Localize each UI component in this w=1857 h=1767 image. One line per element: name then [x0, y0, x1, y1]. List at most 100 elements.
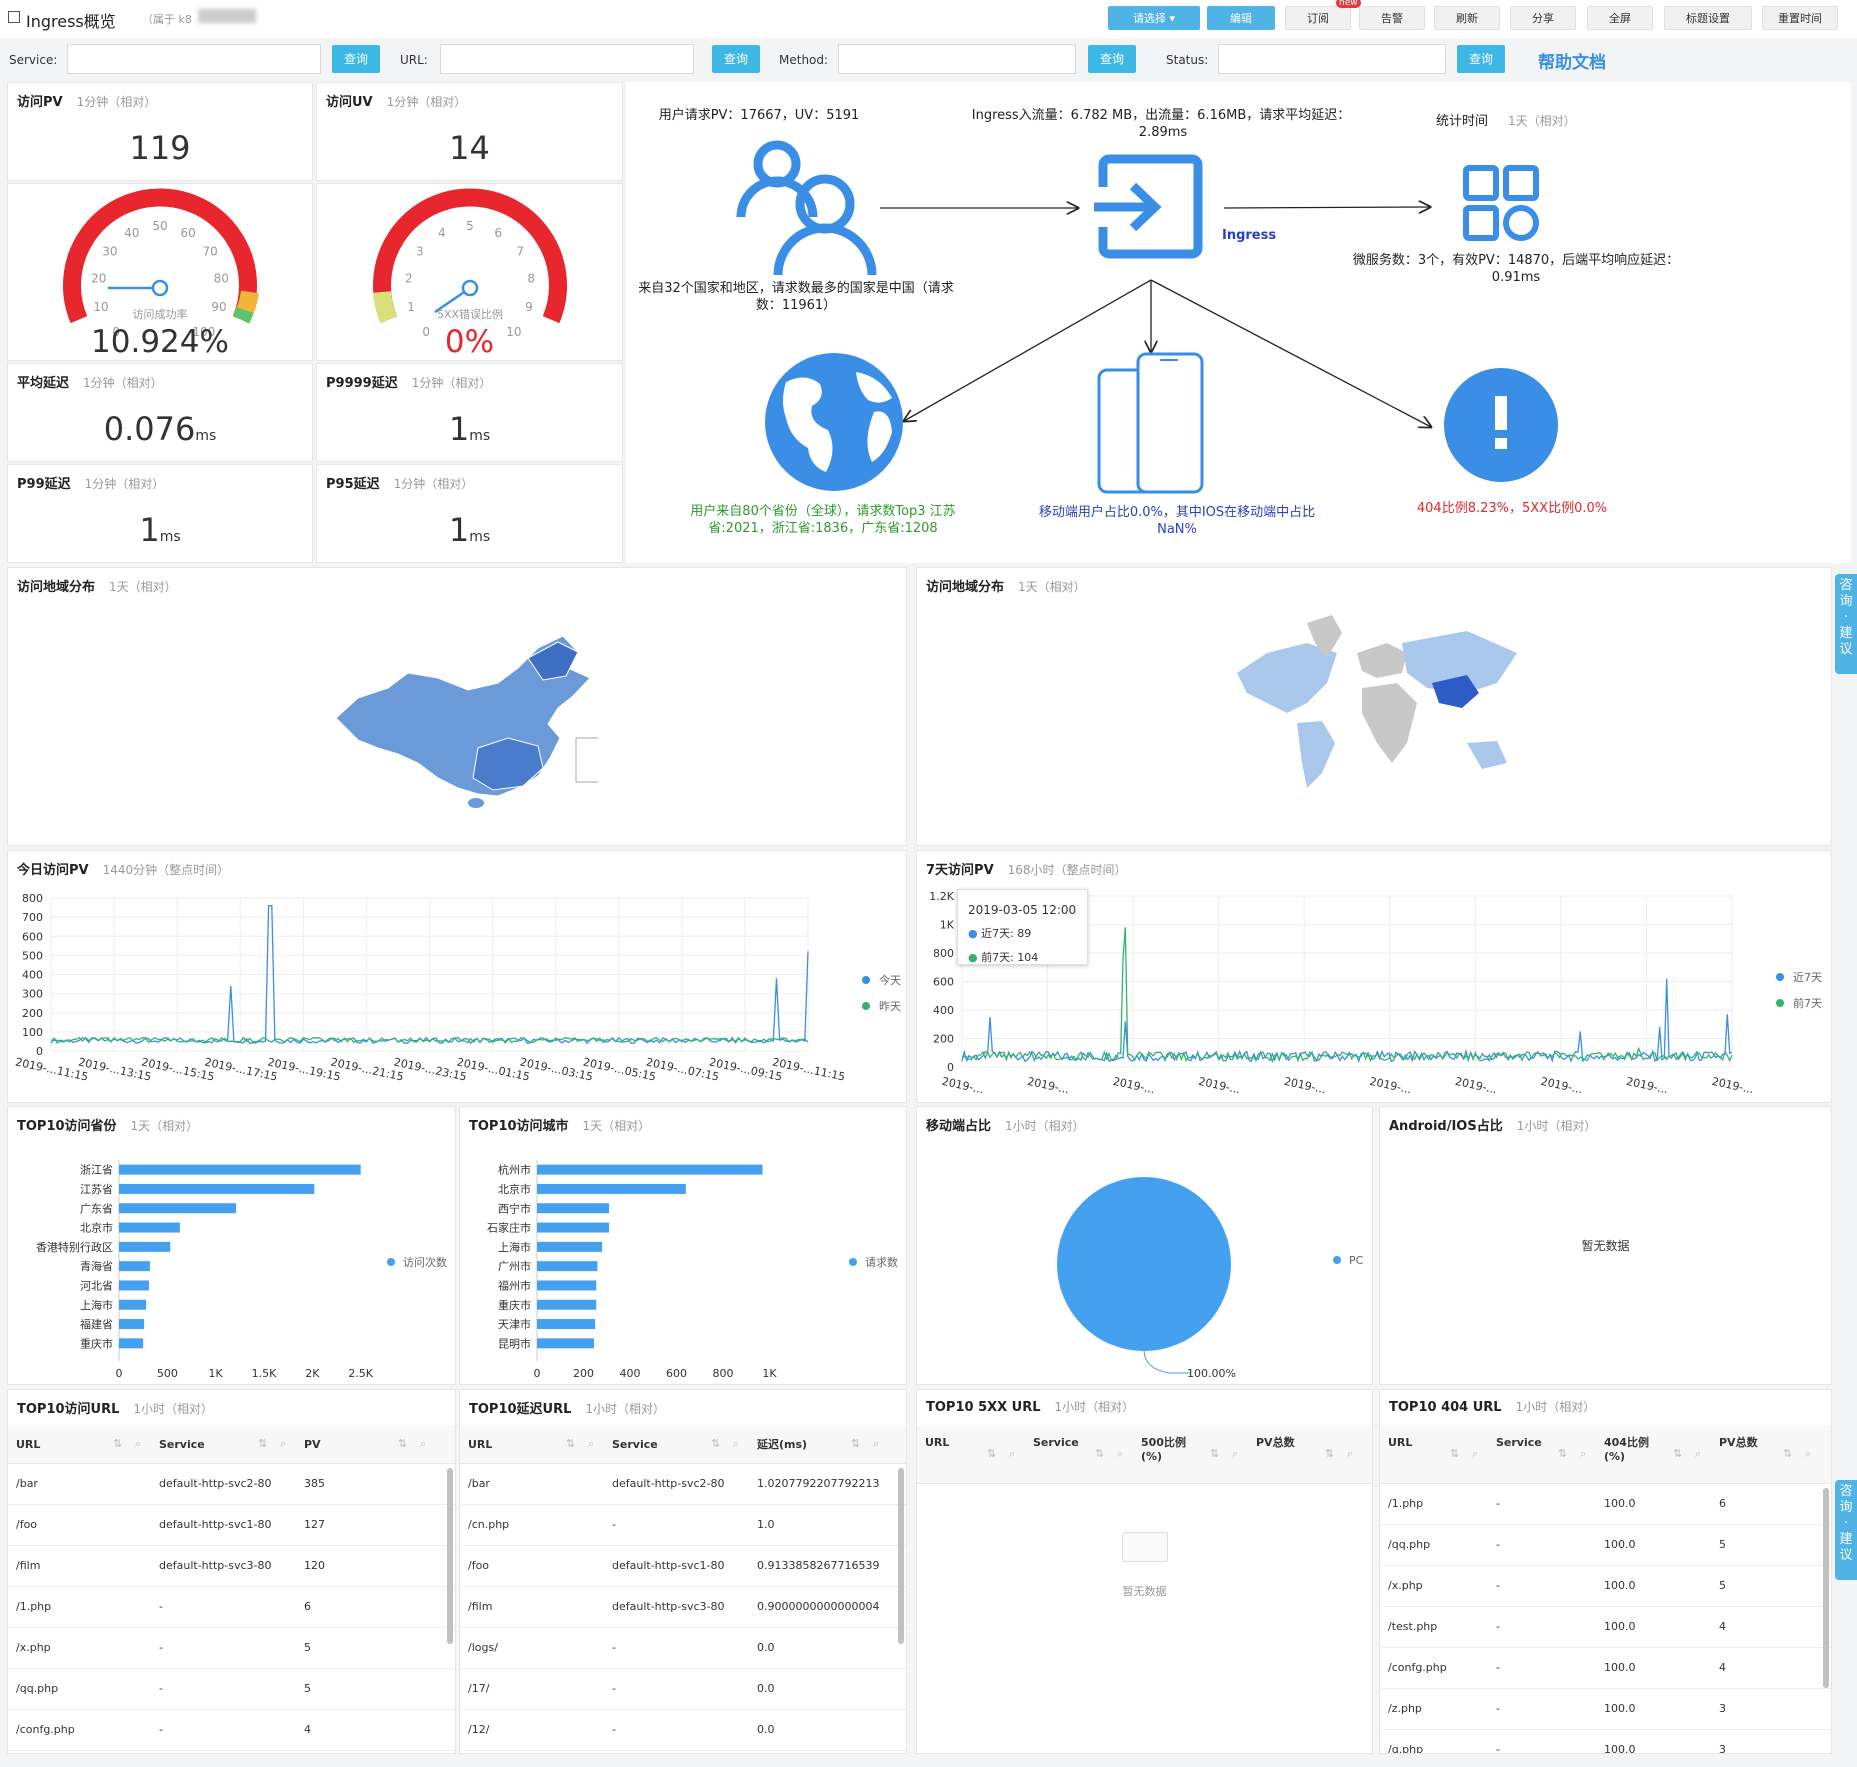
table-cell: 0.0 — [757, 1682, 775, 1695]
url-query-button[interactable]: 查询 — [712, 45, 760, 73]
status-filter-input[interactable] — [1218, 44, 1446, 74]
sort-icon[interactable]: ⇅ — [851, 1437, 861, 1450]
filter-search-icon[interactable]: ⌕ — [873, 1437, 880, 1450]
sort-icon[interactable]: ⇅ — [1783, 1447, 1793, 1460]
column-header[interactable]: Service — [1496, 1436, 1542, 1449]
column-header[interactable]: 500比例 (%) — [1141, 1436, 1186, 1463]
sort-icon[interactable]: ⇅ — [1450, 1447, 1460, 1460]
filter-search-icon[interactable]: ⌕ — [280, 1437, 287, 1450]
share-button[interactable]: 分享 — [1510, 6, 1576, 30]
method-query-button[interactable]: 查询 — [1088, 45, 1136, 73]
filter-search-icon[interactable]: ⌕ — [1117, 1447, 1124, 1460]
sort-icon[interactable]: ⇅ — [258, 1437, 268, 1450]
column-header[interactable]: URL — [925, 1436, 950, 1449]
filter-search-icon[interactable]: ⌕ — [1347, 1447, 1354, 1460]
method-filter-input[interactable] — [838, 44, 1076, 74]
column-header[interactable]: PV — [304, 1438, 321, 1451]
table-row[interactable]: /1.php - 6 — [8, 1587, 455, 1628]
table-row[interactable]: /bar default-http-svc2-80 1.02077922077922… — [460, 1464, 906, 1505]
column-header[interactable]: PV总数 — [1719, 1436, 1758, 1449]
table-row[interactable]: /film default-http-svc3-80 0.9000000000000… — [460, 1587, 906, 1628]
legend-label[interactable]: 访问次数 — [403, 1255, 447, 1269]
legend-前7天[interactable]: 前7天 — [1793, 996, 1822, 1010]
column-header[interactable]: 404比例 (%) — [1604, 1436, 1649, 1463]
table-cell: - — [1496, 1743, 1500, 1754]
column-header[interactable]: URL — [1388, 1436, 1413, 1449]
top10-city-panel: TOP10访问城市 1天（相对） 0 200 400 600 800 1K 杭州市 北京市 西宁市… — [459, 1106, 907, 1385]
gauge-label: 5XX错误比例 — [437, 307, 503, 321]
filter-search-icon[interactable]: ⌕ — [1695, 1447, 1702, 1460]
filter-search-icon[interactable]: ⌕ — [733, 1437, 740, 1450]
refresh-button[interactable]: 刷新 — [1434, 6, 1500, 30]
column-header[interactable]: 延迟(ms) — [757, 1438, 808, 1451]
sort-icon[interactable]: ⇅ — [987, 1447, 997, 1460]
column-header[interactable]: PV总数 — [1256, 1436, 1295, 1449]
table-row[interactable]: /film default-http-svc3-80 120 — [8, 1546, 455, 1587]
fullscreen-button[interactable]: 全屏 — [1587, 6, 1653, 30]
legend-pc[interactable]: PC — [1349, 1254, 1364, 1267]
table-cell: - — [1496, 1497, 1500, 1510]
filter-search-icon[interactable]: ⌕ — [1805, 1447, 1812, 1460]
reset-time-button[interactable]: 重置时间 — [1762, 6, 1838, 30]
sort-icon[interactable]: ⇅ — [113, 1437, 123, 1450]
alert-button[interactable]: 告警 — [1359, 6, 1425, 30]
table-row[interactable]: /x.php - 5 — [8, 1628, 455, 1669]
sort-icon[interactable]: ⇅ — [1558, 1447, 1568, 1460]
title-settings-button[interactable]: 标题设置 — [1664, 6, 1752, 30]
subscribe-button[interactable]: 订阅 — [1285, 6, 1351, 30]
sort-icon[interactable]: ⇅ — [1095, 1447, 1105, 1460]
table-row[interactable]: /1.php - 100.0 6 — [1380, 1484, 1831, 1525]
filter-search-icon[interactable]: ⌕ — [420, 1437, 427, 1450]
table-row[interactable]: /foo default-http-svc1-80 127 — [8, 1505, 455, 1546]
select-dropdown-button[interactable]: 请选择 ▾ — [1108, 6, 1200, 30]
column-header[interactable]: Service — [159, 1438, 205, 1451]
table-row[interactable]: /confg.php - 100.0 4 — [1380, 1648, 1831, 1689]
table-row[interactable]: /qq.php - 100.0 5 — [1380, 1525, 1831, 1566]
sort-icon[interactable]: ⇅ — [566, 1437, 576, 1450]
filter-search-icon[interactable]: ⌕ — [135, 1437, 142, 1450]
stat-time-sub: 1天（相对） — [1508, 114, 1576, 128]
table-row[interactable]: /17/ - 0.0 — [460, 1669, 906, 1710]
help-docs-link[interactable]: 帮助文档 — [1538, 53, 1606, 73]
sort-icon[interactable]: ⇅ — [398, 1437, 408, 1450]
table-row[interactable]: /x.php - 100.0 5 — [1380, 1566, 1831, 1607]
table-row[interactable]: /logs/ - 0.0 — [460, 1628, 906, 1669]
column-header[interactable]: URL — [16, 1438, 41, 1451]
legend-近7天[interactable]: 近7天 — [1793, 971, 1822, 984]
table-row[interactable]: /12/ - 0.0 — [460, 1710, 906, 1751]
column-header[interactable]: Service — [1033, 1436, 1079, 1449]
table-row[interactable]: /bar default-http-svc2-80 385 — [8, 1464, 455, 1505]
table-scrollbar[interactable] — [447, 1468, 453, 1644]
table-row[interactable]: /z.php - 100.0 3 — [1380, 1689, 1831, 1730]
table-row[interactable]: /q.php - 100.0 3 — [1380, 1730, 1831, 1754]
y-tick-label: 400 — [933, 1004, 954, 1017]
table-row[interactable]: /qq.php - 5 — [8, 1669, 455, 1710]
url-filter-input[interactable] — [440, 44, 694, 74]
table-scrollbar[interactable] — [898, 1468, 904, 1644]
table-row[interactable]: /foo default-http-svc1-80 0.91338582677165… — [460, 1546, 906, 1587]
service-query-button[interactable]: 查询 — [332, 45, 380, 73]
sort-icon[interactable]: ⇅ — [711, 1437, 721, 1450]
feedback-side-tab[interactable]: 咨询 · 建议 — [1835, 574, 1857, 674]
legend-昨天[interactable]: 昨天 — [879, 1000, 901, 1013]
legend-label[interactable]: 请求数 — [865, 1256, 898, 1269]
table-row[interactable]: /confg.php - 4 — [8, 1710, 455, 1751]
column-header[interactable]: URL — [468, 1438, 493, 1451]
filter-search-icon[interactable]: ⌕ — [1472, 1447, 1479, 1460]
sort-icon[interactable]: ⇅ — [1673, 1447, 1683, 1460]
filter-search-icon[interactable]: ⌕ — [588, 1437, 595, 1450]
filter-search-icon[interactable]: ⌕ — [1580, 1447, 1587, 1460]
table-row[interactable]: /cn.php - 1.0 — [460, 1505, 906, 1546]
feedback-side-tab-2[interactable]: 咨询 · 建议 — [1835, 1480, 1857, 1580]
sort-icon[interactable]: ⇅ — [1325, 1447, 1335, 1460]
column-header[interactable]: Service — [612, 1438, 658, 1451]
filter-search-icon[interactable]: ⌕ — [1009, 1447, 1016, 1460]
filter-search-icon[interactable]: ⌕ — [1232, 1447, 1239, 1460]
status-query-button[interactable]: 查询 — [1457, 45, 1505, 73]
table-scrollbar[interactable] — [1823, 1488, 1829, 1688]
legend-今天[interactable]: 今天 — [879, 973, 901, 987]
service-filter-input[interactable] — [67, 44, 321, 74]
sort-icon[interactable]: ⇅ — [1210, 1447, 1220, 1460]
table-row[interactable]: /test.php - 100.0 4 — [1380, 1607, 1831, 1648]
edit-button[interactable]: 编辑 — [1207, 6, 1275, 30]
